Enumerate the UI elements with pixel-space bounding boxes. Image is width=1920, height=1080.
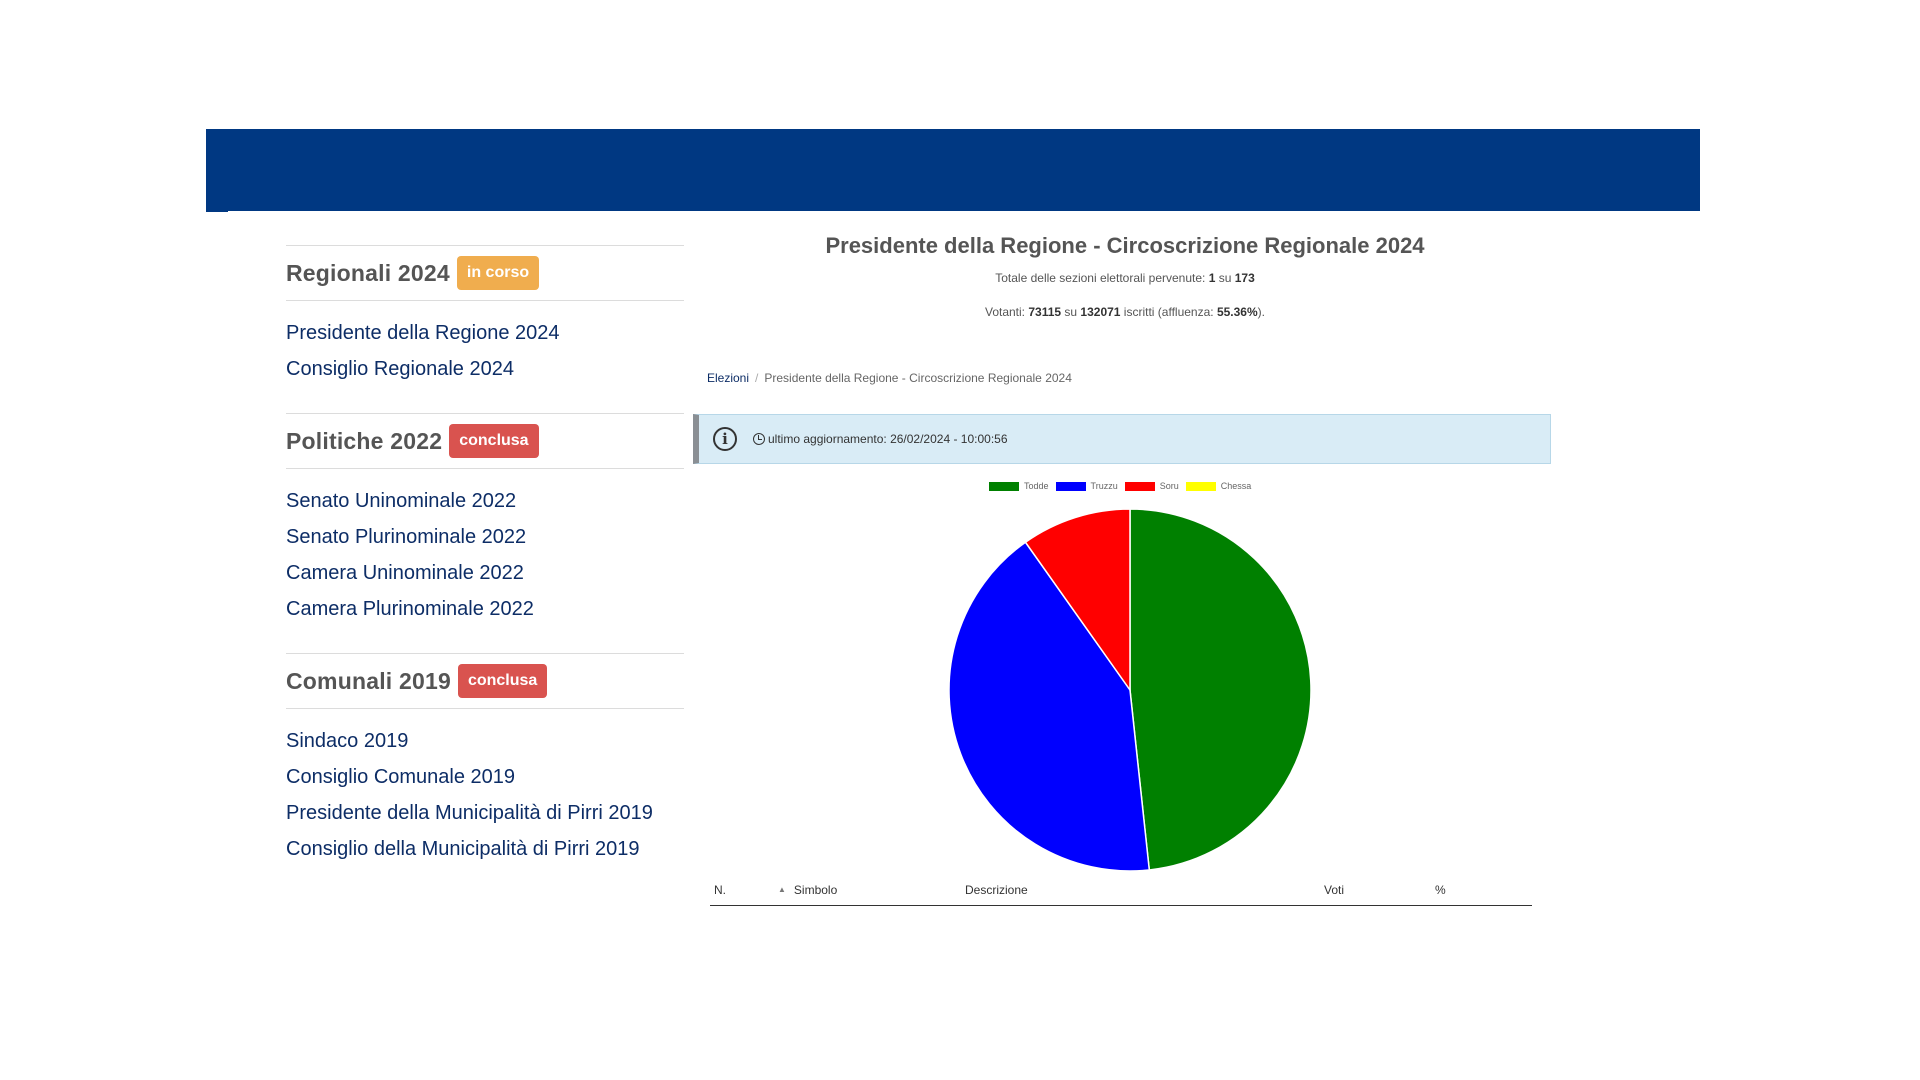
sidebar: Regionali 2024 in corso Presidente della R… [286, 245, 684, 893]
section-title: Comunali 2019 [286, 667, 451, 694]
legend-swatch [1124, 481, 1155, 491]
th-number[interactable]: N. [714, 883, 726, 897]
registered-count: 132071 [1080, 305, 1121, 319]
sidebar-link[interactable]: Senato Uninominale 2022 [286, 490, 517, 512]
last-update-alert: i ultimo aggiornamento: 26/02/2024 - 10:… [693, 414, 1551, 464]
th-description[interactable]: Descrizione [965, 883, 1028, 897]
section-links: Sindaco 2019 Consiglio Comunale 2019 Presi… [286, 709, 684, 893]
breadcrumb: Elezioni / Presidente della Regione - Circ… [707, 371, 1072, 385]
th-votes[interactable]: Voti [1324, 883, 1345, 897]
legend-label: Chessa [1220, 481, 1252, 491]
section-links: Presidente della Regione 2024 Consiglio R… [286, 301, 684, 413]
results-table-header: N. ▲ Simbolo Descrizione Voti % [710, 880, 1532, 906]
last-update-text: ultimo aggiornamento: 26/02/2024 - 10:00… [768, 432, 1008, 446]
breadcrumb-current: Presidente della Regione - Circoscrizion… [764, 371, 1072, 385]
sections-total: 173 [1234, 271, 1255, 285]
breadcrumb-separator: / [755, 371, 759, 385]
legend-swatch [1055, 481, 1086, 491]
sidebar-section: Comunali 2019 conclusa Sindaco 2019 Consigl… [286, 653, 684, 893]
legend-item[interactable]: Soru [1124, 481, 1179, 491]
pie-slice-todde[interactable] [1129, 508, 1312, 871]
section-links: Senato Uninominale 2022 Senato Plurinomin… [286, 469, 684, 653]
legend-item[interactable]: Chessa [1185, 481, 1252, 491]
legend-item[interactable]: Truzzu [1055, 481, 1118, 491]
page-title: Presidente della Regione - Circoscrizion… [825, 233, 1425, 258]
sort-up-icon: ▲ [778, 885, 786, 894]
chart-legend: Todde Truzzu Soru Chessa [989, 481, 1258, 491]
sidebar-link[interactable]: Consiglio Comunale 2019 [286, 766, 516, 788]
legend-item[interactable]: Todde [989, 481, 1049, 491]
turnout: 55.36% [1216, 305, 1258, 319]
status-badge: conclusa [457, 664, 548, 698]
legend-label: Todde [1024, 481, 1049, 491]
legend-swatch [1185, 481, 1216, 491]
th-percent[interactable]: % [1435, 883, 1446, 897]
legend-label: Soru [1159, 481, 1179, 491]
voters-summary: Votanti: 73115 su 132071 iscritti (afflu… [984, 305, 1265, 319]
section-header: Politiche 2022 conclusa [286, 414, 684, 469]
status-badge: conclusa [449, 424, 539, 458]
legend-swatch [989, 481, 1019, 491]
pie-slice-soru[interactable] [1024, 508, 1131, 693]
sidebar-link[interactable]: Camera Uninominale 2022 [286, 562, 524, 584]
sidebar-link[interactable]: Camera Plurinominale 2022 [286, 598, 534, 620]
th-symbol[interactable]: ▲ Simbolo [778, 883, 838, 897]
section-title: Politiche 2022 [286, 427, 443, 454]
section-header: Regionali 2024 in corso [286, 246, 684, 301]
sidebar-link[interactable]: Sindaco 2019 [286, 730, 409, 752]
sidebar-link[interactable]: Presidente della Municipalità di Pirri 2… [286, 802, 653, 824]
header-notch [206, 209, 228, 212]
legend-label: Truzzu [1090, 481, 1118, 491]
sidebar-link[interactable]: Presidente della Regione 2024 [286, 322, 560, 344]
sidebar-link[interactable]: Consiglio della Municipalità di Pirri 20… [286, 838, 640, 860]
status-badge: in corso [456, 256, 540, 290]
sections-summary: Totale delle sezioni elettorali pervenut… [995, 271, 1255, 285]
header-bar [206, 129, 1700, 211]
pie-chart [948, 508, 1312, 872]
sections-received: 1 [1208, 271, 1216, 285]
sidebar-link[interactable]: Consiglio Regionale 2024 [286, 358, 514, 380]
info-icon: i [713, 427, 737, 451]
section-header: Comunali 2019 conclusa [286, 654, 684, 709]
clock-icon [753, 433, 765, 445]
sidebar-section: Regionali 2024 in corso Presidente della R… [286, 245, 684, 413]
breadcrumb-elezioni[interactable]: Elezioni [707, 371, 750, 385]
section-title: Regionali 2024 [286, 259, 450, 286]
pie-slice-truzzu[interactable] [948, 541, 1151, 872]
voters-count: 73115 [1028, 305, 1062, 319]
sidebar-section: Politiche 2022 conclusa Senato Uninominale… [286, 413, 684, 653]
sidebar-link[interactable]: Senato Plurinominale 2022 [286, 526, 527, 548]
